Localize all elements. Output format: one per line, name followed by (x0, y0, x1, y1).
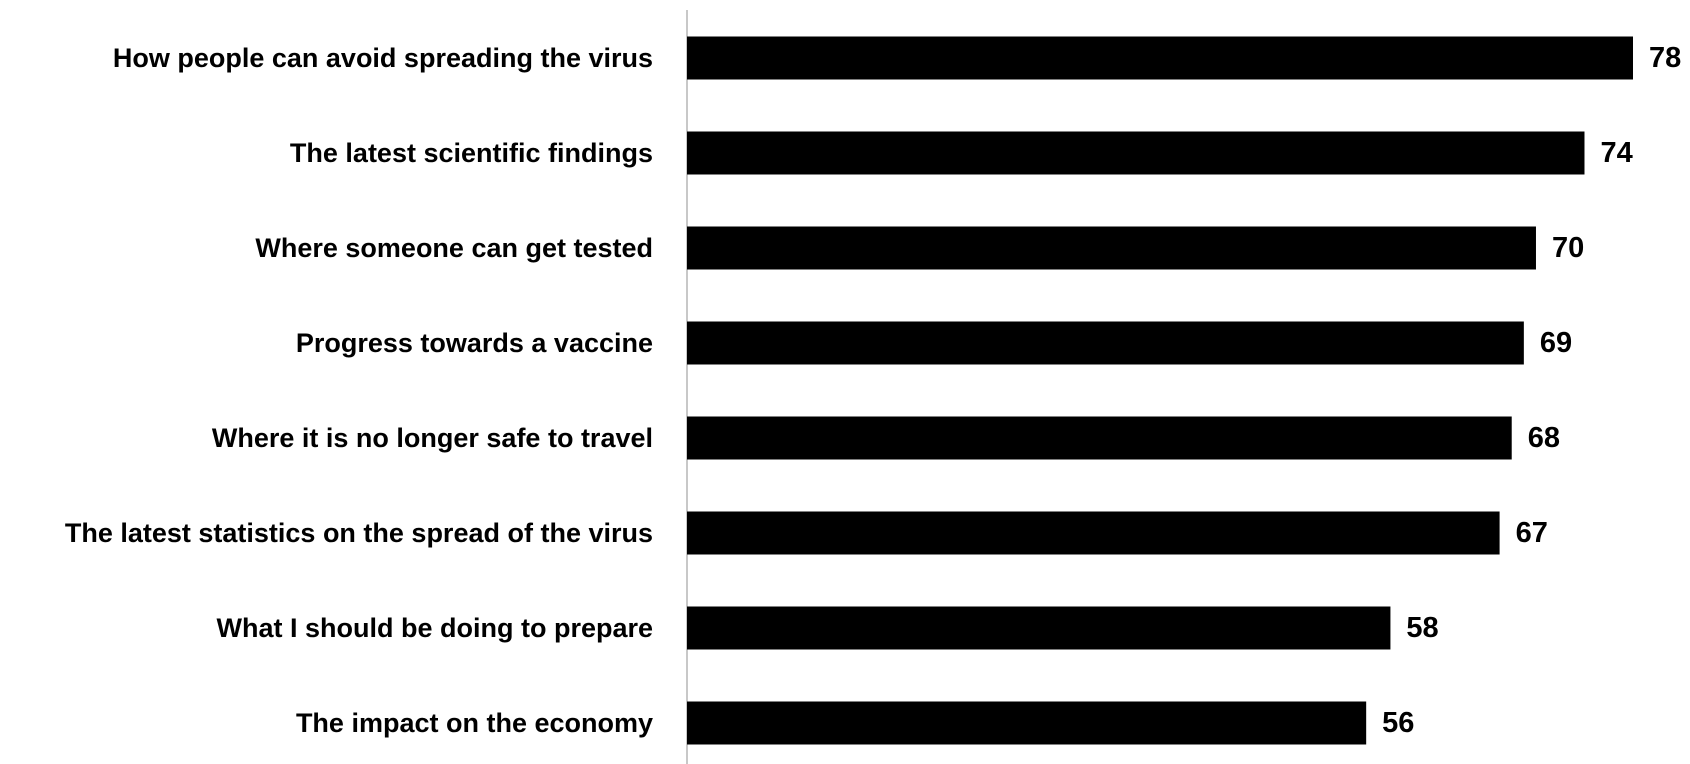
value-labels-group: 78 74 70 69 68 67 58 56 (1382, 42, 1681, 739)
bar-1 (687, 36, 1633, 80)
value-label-3: 70 (1552, 232, 1584, 264)
bar-2 (687, 131, 1585, 175)
category-labels-group: How people can avoid spreading the virus… (65, 43, 653, 738)
bar-7 (687, 606, 1391, 650)
value-label-1: 78 (1649, 42, 1681, 74)
bar-3 (687, 226, 1536, 270)
value-label-5: 68 (1528, 422, 1560, 454)
bar-4 (687, 321, 1524, 365)
category-label-1: How people can avoid spreading the virus (113, 43, 653, 73)
category-label-7: What I should be doing to prepare (217, 613, 654, 643)
category-label-4: Progress towards a vaccine (296, 328, 653, 358)
value-label-2: 74 (1600, 137, 1632, 169)
value-label-8: 56 (1382, 707, 1414, 739)
value-label-4: 69 (1540, 327, 1572, 359)
category-label-2: The latest scientific findings (290, 138, 653, 168)
category-label-6: The latest statistics on the spread of t… (65, 518, 653, 548)
bars-group (687, 36, 1633, 745)
category-label-8: The impact on the economy (296, 708, 653, 738)
category-label-5: Where it is no longer safe to travel (212, 423, 653, 453)
bar-6 (687, 511, 1500, 555)
value-label-7: 58 (1406, 612, 1438, 644)
value-label-6: 67 (1516, 517, 1548, 549)
bar-8 (687, 701, 1367, 745)
category-label-3: Where someone can get tested (255, 233, 653, 263)
bar-5 (687, 416, 1512, 460)
